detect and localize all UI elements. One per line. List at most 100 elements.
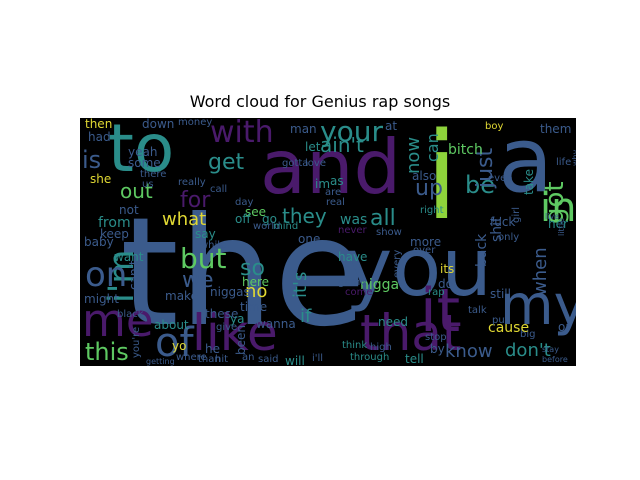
cloud-word: stop xyxy=(425,332,447,343)
cloud-word: im xyxy=(315,177,331,191)
cloud-word: some xyxy=(128,156,161,170)
cloud-word: that xyxy=(360,304,462,362)
cloud-word: these xyxy=(205,307,239,321)
cloud-word: when xyxy=(530,247,551,296)
cloud-word: also xyxy=(412,169,437,183)
cloud-word: real xyxy=(326,197,345,208)
cloud-word: go xyxy=(262,212,277,226)
cloud-word: keep xyxy=(100,227,129,241)
cloud-word: you xyxy=(345,221,492,314)
cloud-word: on xyxy=(85,255,128,295)
cloud-word: its xyxy=(440,262,455,276)
cloud-word: as xyxy=(330,174,344,188)
cloud-word: girl xyxy=(511,206,522,223)
cloud-word: have xyxy=(338,250,368,264)
cloud-word: get xyxy=(208,150,245,175)
cloud-word: mind xyxy=(273,221,299,232)
cloud-word: said xyxy=(258,354,279,365)
cloud-word: i'll xyxy=(312,353,324,364)
cloud-word: me xyxy=(82,294,154,347)
cloud-word: little xyxy=(557,218,566,236)
cloud-word: before xyxy=(542,355,568,364)
cloud-word: are xyxy=(325,187,342,198)
cloud-word: fuck xyxy=(490,215,516,229)
cloud-word: ain't xyxy=(320,133,364,157)
cloud-word: but xyxy=(180,242,227,275)
cloud-word: every xyxy=(392,249,403,278)
cloud-word: show xyxy=(376,227,402,238)
cloud-word: not xyxy=(119,203,139,217)
cloud-word: need xyxy=(378,315,408,329)
cloud-word: give xyxy=(216,322,238,333)
figure-title: Word cloud for Genius rap songs xyxy=(189,92,451,111)
cloud-word: your xyxy=(320,118,383,148)
cloud-word: yeah xyxy=(128,145,158,159)
cloud-word: want xyxy=(114,250,144,264)
cloud-word: it xyxy=(420,276,461,346)
cloud-word: world xyxy=(253,221,281,232)
cloud-word: ya xyxy=(230,312,245,326)
cloud-word: they xyxy=(282,204,327,228)
cloud-word: see xyxy=(245,205,267,219)
cloud-word: here xyxy=(242,275,270,289)
cloud-word: baby xyxy=(84,235,114,249)
cloud-word: boy xyxy=(485,121,504,132)
cloud-word: or xyxy=(558,320,571,334)
cloud-word: with xyxy=(210,118,274,150)
cloud-word: the xyxy=(120,186,367,360)
cloud-word: big xyxy=(520,329,536,340)
cloud-word: there xyxy=(140,169,167,180)
cloud-word: you're xyxy=(131,326,142,358)
cloud-word: bitch xyxy=(448,142,483,158)
cloud-word: yo xyxy=(172,339,187,353)
cloud-word: then xyxy=(85,118,113,131)
cloud-word: think xyxy=(342,340,368,351)
cloud-word: let xyxy=(305,140,321,154)
cloud-word: like xyxy=(192,304,278,362)
cloud-word: is xyxy=(82,146,102,174)
cloud-word: she xyxy=(90,172,112,186)
cloud-word: and xyxy=(260,123,402,211)
cloud-word: take xyxy=(522,169,536,195)
cloud-word: still xyxy=(490,287,511,301)
cloud-word: for xyxy=(180,188,211,213)
cloud-word: even xyxy=(488,173,513,184)
cloud-word: say xyxy=(195,227,216,241)
cloud-word: if xyxy=(300,306,312,327)
cloud-word: i xyxy=(425,118,459,247)
cloud-word: of xyxy=(155,320,194,366)
cloud-word: what xyxy=(162,209,207,230)
cloud-word: a xyxy=(498,118,554,213)
cloud-word: back xyxy=(474,233,490,267)
cloud-word: might xyxy=(84,292,119,306)
cloud-word: had xyxy=(88,130,111,144)
cloud-word: can't xyxy=(127,260,141,290)
cloud-word: will xyxy=(285,354,305,366)
cloud-word: do xyxy=(438,277,453,291)
cloud-word: live xyxy=(545,212,560,221)
cloud-word: right xyxy=(420,205,444,216)
cloud-word: all xyxy=(370,206,396,231)
cloud-word: through xyxy=(350,352,390,363)
cloud-word: call xyxy=(210,184,228,195)
cloud-word: make xyxy=(165,289,198,303)
cloud-word: us xyxy=(142,179,154,190)
cloud-word: only xyxy=(498,232,520,243)
cloud-word: why xyxy=(571,149,576,166)
cloud-word: one xyxy=(298,232,321,246)
cloud-word: down xyxy=(142,118,175,131)
cloud-word: game xyxy=(338,277,367,288)
cloud-word: money xyxy=(178,118,213,128)
cloud-word: so xyxy=(240,256,265,281)
word-cloud-canvas: the you and i a to like that it of my me in with i'm yo… xyxy=(80,118,576,366)
cloud-word: my xyxy=(500,273,576,337)
cloud-word: no xyxy=(245,281,268,302)
cloud-word: black xyxy=(117,309,144,320)
cloud-word: getting xyxy=(146,357,175,366)
cloud-word: niggas xyxy=(210,285,250,299)
cloud-word: time xyxy=(240,300,268,314)
cloud-word: over xyxy=(413,245,436,256)
cloud-word: put xyxy=(492,315,509,326)
cloud-word: love xyxy=(305,158,326,169)
cloud-word: hit xyxy=(215,354,229,365)
